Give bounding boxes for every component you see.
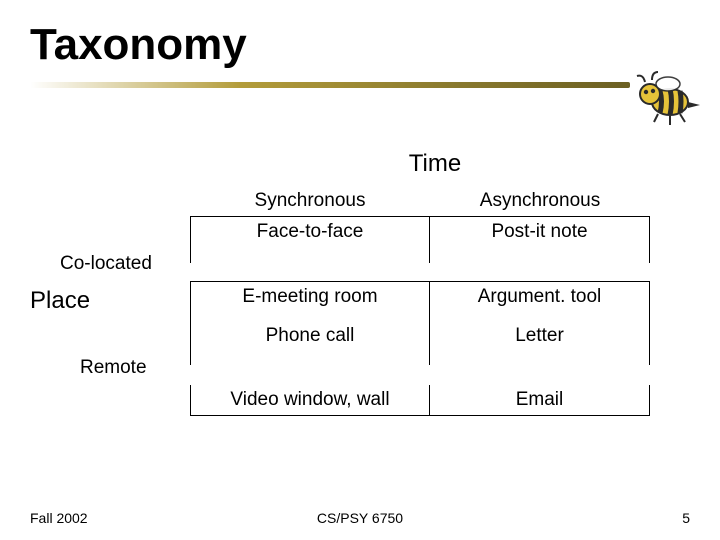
col-header-async: Asynchronous [430, 186, 650, 216]
taxonomy-grid: Synchronous Asynchronous Face-to-face Po… [30, 186, 690, 416]
bee-mascot-icon [630, 60, 702, 132]
row-label-colocated: Co-located [30, 247, 190, 281]
taxonomy-content: Time Synchronous Asynchronous Face-to-fa… [30, 150, 690, 416]
cell-sync-remote-0: E-meeting room [190, 281, 430, 321]
grid-spacer [30, 186, 190, 216]
slide-title: Taxonomy [30, 20, 630, 70]
footer: Fall 2002 CS/PSY 6750 5 [30, 510, 690, 526]
axis-time-label: Time [30, 150, 690, 178]
cell-async-co-pad [430, 247, 650, 263]
cell-sync-co-0: Face-to-face [190, 216, 430, 247]
col-header-sync: Synchronous [190, 186, 430, 216]
cell-sync-remote-1: Phone call [190, 321, 430, 351]
grid-spacer [30, 321, 190, 351]
grid-spacer [30, 216, 190, 247]
cell-async-co-0: Post-it note [430, 216, 650, 247]
cell-sync-remote-pad [190, 351, 430, 365]
cell-async-remote-1: Letter [430, 321, 650, 351]
cell-sync-co-pad [190, 247, 430, 263]
title-row: Taxonomy [30, 20, 690, 132]
row-label-remote: Remote [30, 351, 190, 385]
footer-center: CS/PSY 6750 [30, 510, 690, 526]
slide: Taxonomy Time [0, 0, 720, 540]
cell-sync-remote-2: Video window, wall [190, 385, 430, 416]
cell-async-remote-2: Email [430, 385, 650, 416]
axis-place-label: Place [30, 281, 190, 321]
title-underline [30, 82, 630, 88]
cell-async-remote-0: Argument. tool [430, 281, 650, 321]
grid-spacer [30, 385, 190, 416]
title-block: Taxonomy [30, 20, 630, 88]
cell-async-remote-pad [430, 351, 650, 365]
